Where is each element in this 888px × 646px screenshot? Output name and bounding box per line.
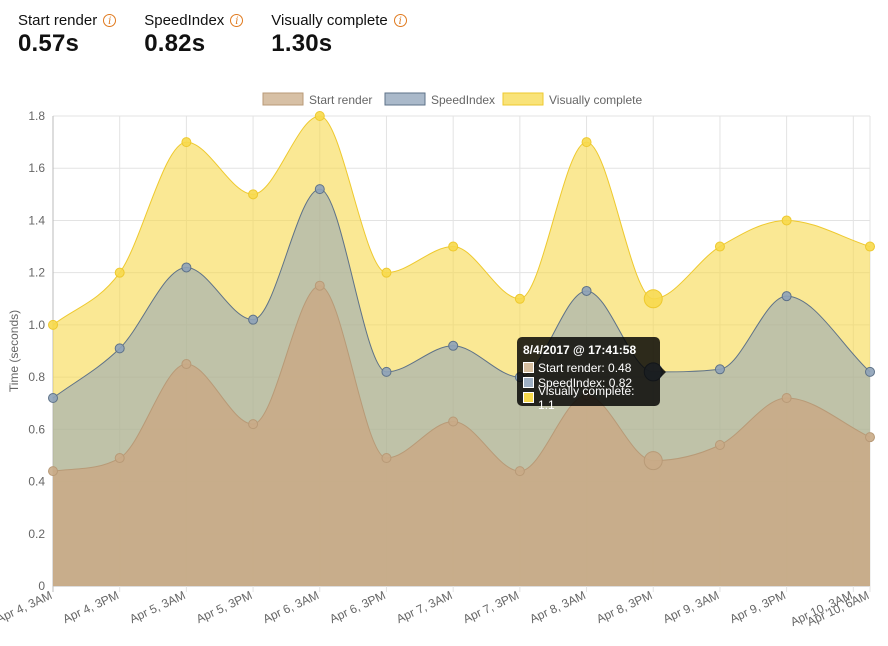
legend-label: SpeedIndex: [431, 93, 495, 107]
legend-label: Start render: [309, 93, 372, 107]
data-point: [248, 314, 259, 325]
data-point: [314, 184, 325, 195]
data-point: [714, 241, 725, 252]
y-tick-label: 0.4: [28, 475, 45, 489]
x-tick-label: Apr 5, 3AM: [127, 588, 187, 626]
metric-visually-complete: Visually complete i 1.30s: [271, 12, 407, 58]
metric-label: Start render: [18, 12, 98, 29]
data-point: [714, 440, 725, 450]
series-area-0: [53, 285, 870, 586]
y-tick-label: 1.8: [28, 109, 45, 123]
metric-value: 0.82s: [144, 30, 206, 57]
data-point: [781, 215, 792, 226]
y-tick-label: 1.2: [28, 266, 45, 280]
metrics-row: Start render i 0.57s SpeedIndex i 0.82s …: [18, 12, 407, 58]
data-point: [114, 267, 125, 278]
data-point: [314, 111, 325, 121]
metric-value: 1.30s: [271, 30, 333, 57]
tooltip-row-text: SpeedIndex: 0.82: [538, 375, 633, 390]
tooltip-title: 8/4/2017 @ 17:41:58: [523, 343, 637, 357]
tooltip-swatch: [523, 362, 534, 373]
metric-label: Visually complete: [271, 12, 388, 29]
metric-label: SpeedIndex: [144, 12, 225, 29]
data-point: [48, 393, 58, 403]
metric-start-render: Start render i 0.57s: [18, 12, 117, 58]
data-point: [714, 364, 725, 375]
y-tick-label: 0: [38, 579, 45, 593]
data-point: [865, 432, 875, 443]
chart-tooltip: 8/4/2017 @ 17:41:58 Start render: 0.48 S…: [517, 337, 660, 412]
tooltip-row-text: Visually complete: 1.1: [537, 383, 635, 412]
data-point: [181, 359, 192, 370]
y-tick-label: 1.6: [28, 161, 45, 175]
legend-label: Visually complete: [549, 93, 642, 107]
y-axis-title: Time (seconds): [7, 310, 21, 392]
x-tick-label: Apr 6, 3AM: [261, 588, 321, 626]
data-point: [448, 241, 459, 252]
data-point: [643, 289, 663, 309]
data-point: [381, 453, 392, 464]
x-tick-label: Apr 8, 3AM: [527, 588, 587, 626]
tooltip-row-text: Start render: 0.48: [538, 360, 632, 375]
y-tick-label: 0.6: [28, 422, 45, 436]
y-tick-label: 0.8: [28, 370, 45, 384]
x-tick-label: Apr 8, 3PM: [594, 588, 654, 626]
data-point: [514, 466, 525, 477]
x-tick-label: Apr 7, 3PM: [461, 588, 521, 626]
legend-swatch: [384, 92, 426, 106]
tooltip-arrow: [660, 366, 666, 378]
data-point: [381, 267, 392, 278]
data-point: [448, 416, 459, 427]
legend-swatch: [262, 92, 304, 106]
data-point: [314, 280, 325, 291]
y-tick-label: 1.4: [28, 213, 45, 227]
data-point: [581, 285, 592, 296]
data-point: [181, 137, 192, 148]
data-point: [781, 291, 792, 302]
x-tick-label: Apr 4, 3PM: [61, 588, 121, 626]
info-icon[interactable]: i: [393, 14, 407, 27]
tooltip-swatch: [523, 392, 534, 403]
x-tick-label: Apr 9, 3AM: [661, 588, 721, 626]
data-point: [248, 419, 259, 430]
info-icon[interactable]: i: [230, 14, 244, 27]
metric-value: 0.57s: [18, 30, 80, 57]
y-tick-label: 1.0: [28, 318, 45, 332]
x-tick-label: Apr 4, 3AM: [0, 588, 54, 626]
data-point: [514, 293, 525, 304]
tooltip-swatch: [523, 377, 534, 388]
data-point: [48, 466, 58, 477]
x-tick-label: Apr 6, 3PM: [327, 588, 387, 626]
data-point: [865, 241, 875, 252]
data-point: [48, 319, 58, 330]
data-point: [581, 137, 592, 148]
tooltip-row: Visually complete: 1.1: [523, 384, 654, 412]
y-tick-label: 0.2: [28, 527, 45, 541]
tooltip-row: SpeedIndex: 0.82: [523, 375, 654, 390]
data-point: [114, 343, 125, 354]
info-icon[interactable]: i: [103, 14, 117, 27]
data-point: [181, 262, 192, 273]
x-tick-label: Apr 5, 3PM: [194, 588, 254, 626]
data-point: [643, 451, 663, 471]
metric-speedindex: SpeedIndex i 0.82s: [144, 12, 244, 58]
x-tick-label: Apr 7, 3AM: [394, 588, 454, 626]
data-point: [114, 453, 125, 464]
data-point: [865, 366, 875, 377]
tooltip-row: Start render: 0.48: [523, 360, 654, 375]
data-point: [448, 340, 459, 351]
x-tick-label: Apr 9, 3PM: [728, 588, 788, 626]
data-point: [381, 366, 392, 377]
data-point: [781, 393, 792, 403]
legend-swatch: [502, 92, 544, 106]
data-point: [248, 189, 259, 200]
